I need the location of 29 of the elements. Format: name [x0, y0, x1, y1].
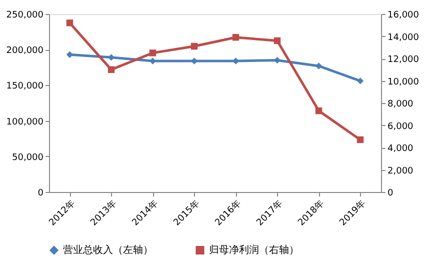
point	[274, 37, 281, 44]
point	[356, 78, 364, 84]
point	[108, 54, 115, 61]
legend-label: 营业总收入（左轴）	[63, 244, 153, 256]
point	[315, 62, 322, 70]
y2-tick-label: 0	[388, 188, 394, 198]
point	[66, 51, 74, 58]
y-tick-label: 150,000	[6, 82, 44, 92]
legend-label: 归母净利润（右轴）	[209, 244, 299, 256]
y2-tick-label: 8,000	[388, 100, 414, 110]
y2-tick-label: 6,000	[388, 122, 414, 132]
y-tick-label: 50,000	[12, 152, 44, 163]
y-tick-label: 0	[38, 188, 44, 198]
y2-tick-label: 12,000	[388, 55, 420, 65]
point	[66, 20, 74, 26]
point	[149, 50, 156, 56]
point	[356, 136, 364, 144]
point	[232, 34, 240, 41]
y2-tick-label: 10,000	[388, 77, 420, 88]
y2-tick-label: 16,000	[388, 10, 420, 20]
y2-tick-label: 2,000	[388, 166, 414, 176]
y-tick-label: 250,000	[6, 10, 44, 20]
y-tick-label: 200,000	[6, 46, 44, 56]
y2-tick-label: 4,000	[388, 144, 414, 154]
y2-tick-label: 14,000	[388, 32, 420, 43]
point	[315, 107, 322, 114]
point	[108, 66, 115, 73]
y-tick-label: 100,000	[6, 117, 44, 128]
point	[190, 42, 198, 50]
